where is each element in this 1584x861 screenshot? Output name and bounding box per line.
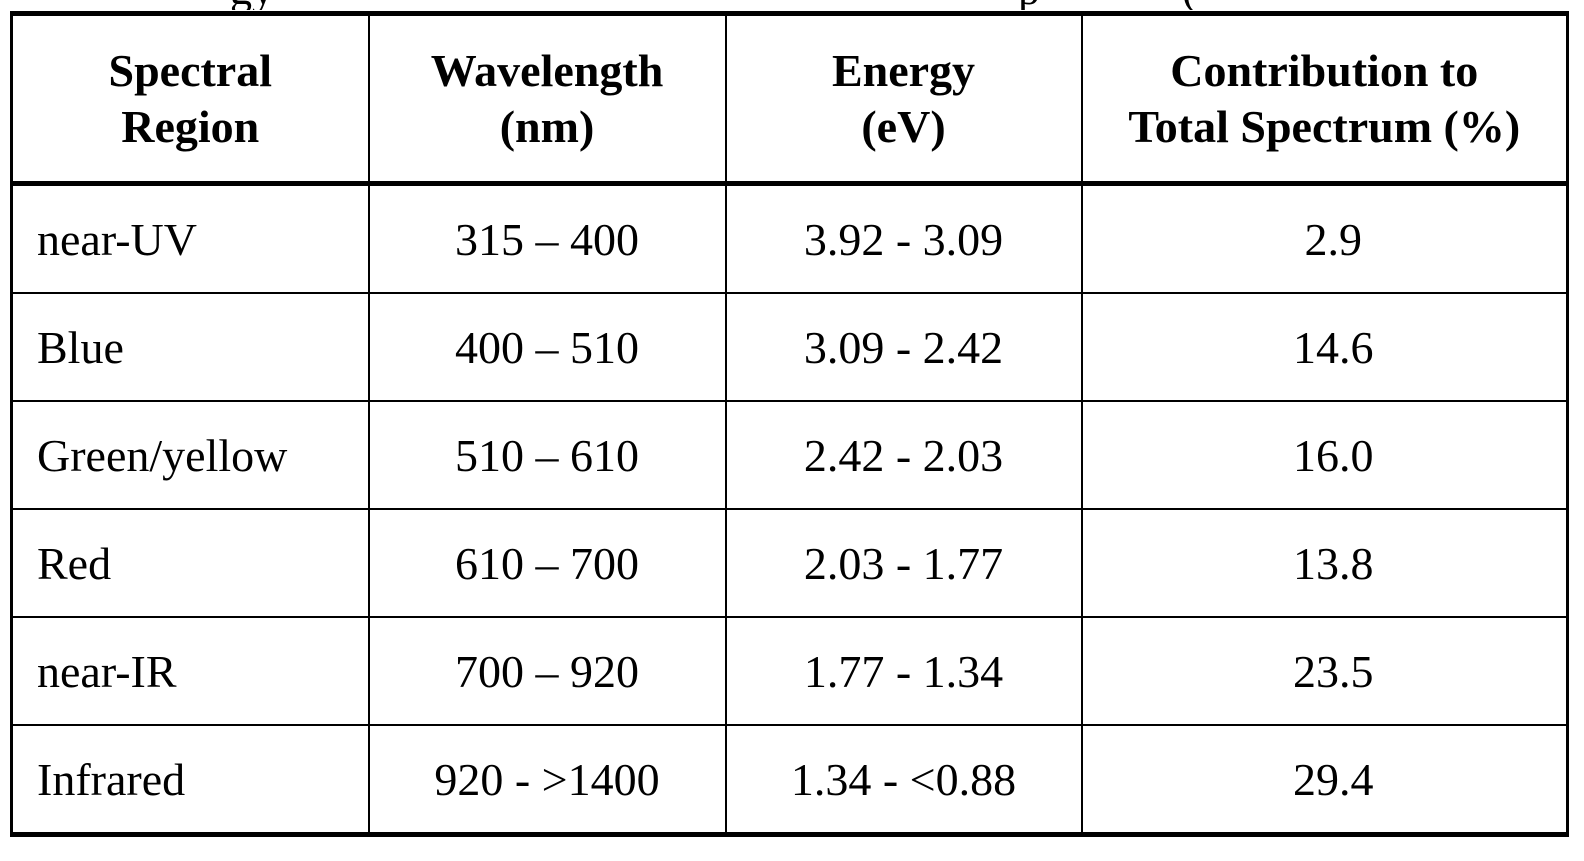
header-wavelength: Wavelength (nm): [367, 13, 727, 186]
cell-region: Green/yellow: [10, 400, 370, 509]
header-line: (nm): [499, 100, 595, 152]
table-caption-fragment: gy p (: [0, 0, 1584, 10]
cell-region: near-IR: [10, 616, 370, 725]
cell-wavelength: 610 – 700: [367, 508, 727, 617]
cell-wavelength: 700 – 920: [367, 616, 727, 725]
cell-region: Infrared: [10, 724, 370, 835]
cell-wavelength: 510 – 610: [367, 400, 727, 509]
cell-energy: 3.92 - 3.09: [724, 183, 1083, 293]
cell-region: near-UV: [10, 183, 370, 293]
cell-contribution: 23.5: [1080, 616, 1569, 725]
cell-contribution: 29.4: [1080, 724, 1569, 835]
table-header-row: Spectral Region Wavelength (nm) Energy (…: [10, 13, 1569, 186]
table-row: near-UV 315 – 400 3.92 - 3.09 2.9: [10, 183, 1569, 293]
cell-energy: 3.09 - 2.42: [724, 292, 1083, 401]
table-row: Blue 400 – 510 3.09 - 2.42 14.6: [10, 292, 1569, 401]
table-row: Red 610 – 700 2.03 - 1.77 13.8: [10, 508, 1569, 617]
header-line: Energy: [831, 44, 976, 96]
caption-fragment-left: gy: [230, 0, 274, 10]
table-row: Infrared 920 - >1400 1.34 - <0.88 29.4: [10, 724, 1569, 835]
cell-region: Blue: [10, 292, 370, 401]
table-row: near-IR 700 – 920 1.77 - 1.34 23.5: [10, 616, 1569, 725]
caption-fragment-right: (: [1182, 0, 1197, 10]
cell-wavelength: 920 - >1400: [367, 724, 727, 835]
header-energy: Energy (eV): [724, 13, 1083, 186]
header-line: Region: [121, 100, 260, 152]
header-line: Contribution to: [1170, 44, 1479, 96]
cell-wavelength: 315 – 400: [367, 183, 727, 293]
cell-contribution: 13.8: [1080, 508, 1569, 617]
cell-region: Red: [10, 508, 370, 617]
cell-energy: 2.03 - 1.77: [724, 508, 1083, 617]
spectral-region-table: Spectral Region Wavelength (nm) Energy (…: [10, 11, 1569, 837]
caption-fragment-middle: p: [1018, 0, 1040, 10]
cell-wavelength: 400 – 510: [367, 292, 727, 401]
header-contribution: Contribution to Total Spectrum (%): [1080, 13, 1569, 186]
cell-contribution: 14.6: [1080, 292, 1569, 401]
cell-energy: 1.77 - 1.34: [724, 616, 1083, 725]
cell-contribution: 2.9: [1080, 183, 1569, 293]
header-line: Spectral: [108, 44, 272, 96]
table-row: Green/yellow 510 – 610 2.42 - 2.03 16.0: [10, 400, 1569, 509]
header-line: Wavelength: [430, 44, 664, 96]
header-line: (eV): [861, 100, 946, 152]
header-line: Total Spectrum (%): [1128, 100, 1521, 152]
cell-energy: 1.34 - <0.88: [724, 724, 1083, 835]
header-spectral-region: Spectral Region: [10, 13, 370, 186]
cell-energy: 2.42 - 2.03: [724, 400, 1083, 509]
cell-contribution: 16.0: [1080, 400, 1569, 509]
